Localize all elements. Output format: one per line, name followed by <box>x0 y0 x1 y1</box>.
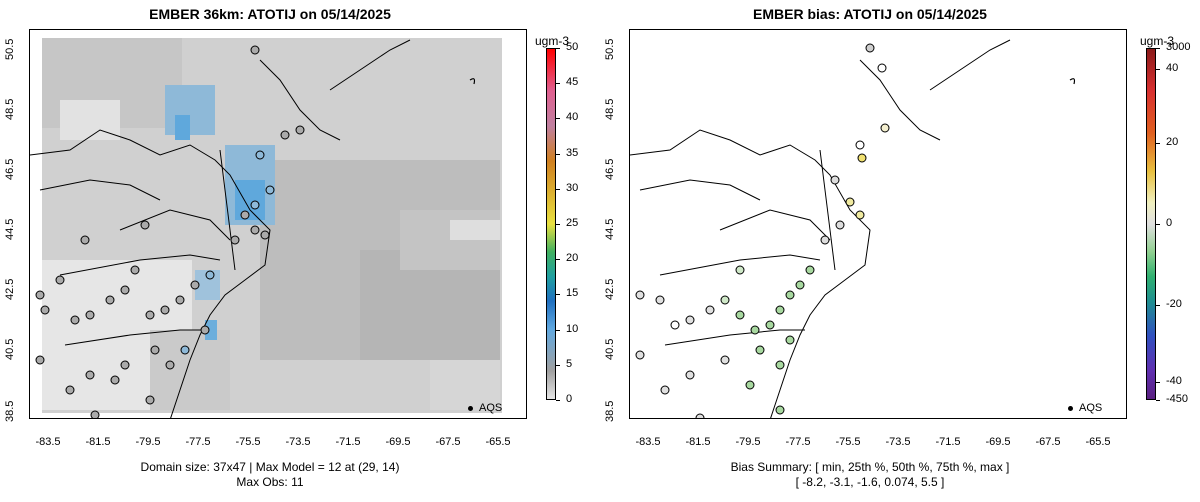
bias-map-panel: EMBER bias: ATOTIJ on 05/14/2025 <box>600 0 1200 502</box>
right-colorbar <box>1146 48 1156 400</box>
lon-tick: -73.5 <box>285 436 311 448</box>
lat-tick: 38.5 <box>604 400 616 422</box>
left-colorbar-tick: 0 <box>566 393 573 405</box>
left-colorbar-tickmark <box>556 400 560 401</box>
model-map-panel: EMBER 36km: ATOTIJ on 05/14/2025 <box>4 6 579 489</box>
left-footer-domain: Domain size: 37x47 | Max Model = 12 at (… <box>140 460 400 474</box>
lat-tick: 44.5 <box>604 218 616 240</box>
lon-tick: -65.5 <box>485 436 511 448</box>
right-colorbar-tick: -450 <box>1166 393 1189 405</box>
lon-tick: -71.5 <box>335 436 361 448</box>
lat-tick: 40.5 <box>4 338 16 360</box>
left-colorbar-tickmark <box>556 364 560 366</box>
lat-tick: 48.5 <box>604 98 616 120</box>
right-colorbar-tick: 3000 <box>1166 41 1191 53</box>
right-map-area[interactable] <box>629 29 1127 419</box>
lat-tick: 44.5 <box>4 218 16 240</box>
lon-tick: -79.5 <box>135 436 161 448</box>
lat-tick: 40.5 <box>604 338 616 360</box>
right-colorbar-tickmark <box>1156 143 1160 145</box>
right-colorbar-tickmark <box>1156 224 1160 225</box>
left-colorbar-tick: 30 <box>566 181 579 194</box>
lat-tick: 48.5 <box>4 98 16 120</box>
lat-tick: 42.5 <box>604 278 616 300</box>
lon-tick: -67.5 <box>435 436 461 448</box>
left-colorbar-tick: 25 <box>566 217 579 229</box>
lon-tick: -69.5 <box>985 436 1011 448</box>
right-colorbar-tickmark <box>1156 69 1160 71</box>
left-colorbar-tick: 45 <box>566 76 579 89</box>
lat-tick: 50.5 <box>4 38 16 60</box>
aqs-marker-icon <box>468 405 473 411</box>
right-colorbar-tick: 40 <box>1166 62 1179 75</box>
bias-sites <box>635 43 890 418</box>
aqs-marker-icon <box>1068 405 1073 411</box>
lon-tick: -81.5 <box>685 436 711 448</box>
left-colorbar-tick: 10 <box>566 322 579 335</box>
left-colorbar-tick: 50 <box>566 41 579 53</box>
lon-tick: -71.5 <box>935 436 961 448</box>
right-map-svg <box>630 30 1126 418</box>
lon-tick: -73.5 <box>885 436 911 448</box>
lat-tick: 50.5 <box>604 38 616 60</box>
left-colorbar-tick: 40 <box>566 111 579 124</box>
lat-tick: 46.5 <box>4 158 16 180</box>
left-colorbar-tick: 35 <box>566 146 579 159</box>
right-colorbar-tick: -20 <box>1166 297 1182 310</box>
left-colorbar-tick: 5 <box>566 357 573 370</box>
lon-tick: -83.5 <box>635 436 661 448</box>
right-map-title: EMBER bias: ATOTIJ on 05/14/2025 <box>753 6 987 22</box>
right-colorbar-tickmark <box>1156 48 1160 49</box>
left-colorbar-tickmark <box>556 188 560 190</box>
right-colorbar-tick: 0 <box>1166 217 1173 229</box>
lon-tick: -75.5 <box>835 436 861 448</box>
right-colorbar-tickmark <box>1156 304 1160 306</box>
left-colorbar-tick: 20 <box>566 252 579 265</box>
lon-tick: -83.5 <box>35 436 61 448</box>
lat-tick: 46.5 <box>604 158 616 180</box>
right-colorbar-tickmark <box>1156 382 1160 384</box>
lon-tick: -75.5 <box>235 436 261 448</box>
observation-sites <box>35 45 305 418</box>
aqs-legend: AQS <box>1068 402 1102 414</box>
left-colorbar-tickmark <box>556 224 560 225</box>
left-colorbar <box>546 48 556 400</box>
left-footer-maxobs: Max Obs: 11 <box>236 475 304 489</box>
left-colorbar-tickmark <box>556 294 560 296</box>
left-legend-unit: ugm-3 <box>535 34 570 48</box>
lon-tick: -79.5 <box>735 436 761 448</box>
right-colorbar-tickmark <box>1156 400 1160 401</box>
lat-tick: 42.5 <box>4 278 16 300</box>
aqs-legend: AQS <box>468 402 502 414</box>
lat-tick: 38.5 <box>4 400 16 422</box>
left-map-area[interactable] <box>29 29 527 419</box>
left-map-title: EMBER 36km: ATOTIJ on 05/14/2025 <box>149 6 391 22</box>
left-colorbar-tickmark <box>556 329 560 331</box>
left-colorbar-tickmark <box>556 83 560 85</box>
left-colorbar-tick: 15 <box>566 287 579 300</box>
left-map-svg <box>30 30 526 418</box>
right-legend-unit: ugm-3 <box>1140 34 1175 48</box>
bias-summary-label: Bias Summary: [ min, 25th %, 50th %, 75t… <box>730 460 1010 474</box>
bias-summary-values: [ -8.2, -3.1, -1.6, 0.074, 5.5 ] <box>795 475 945 489</box>
left-colorbar-tickmark <box>556 118 560 120</box>
left-colorbar-tickmark <box>556 259 560 261</box>
lon-tick: -77.5 <box>185 436 211 448</box>
lon-tick: -81.5 <box>85 436 111 448</box>
lon-tick: -67.5 <box>1035 436 1061 448</box>
right-colorbar-tick: -40 <box>1166 375 1182 388</box>
lon-tick: -65.5 <box>1085 436 1111 448</box>
left-colorbar-tickmark <box>556 153 560 155</box>
left-colorbar-tickmark <box>556 48 560 49</box>
lon-tick: -77.5 <box>785 436 811 448</box>
right-colorbar-tick: 20 <box>1166 136 1179 149</box>
lon-tick: -69.5 <box>385 436 411 448</box>
